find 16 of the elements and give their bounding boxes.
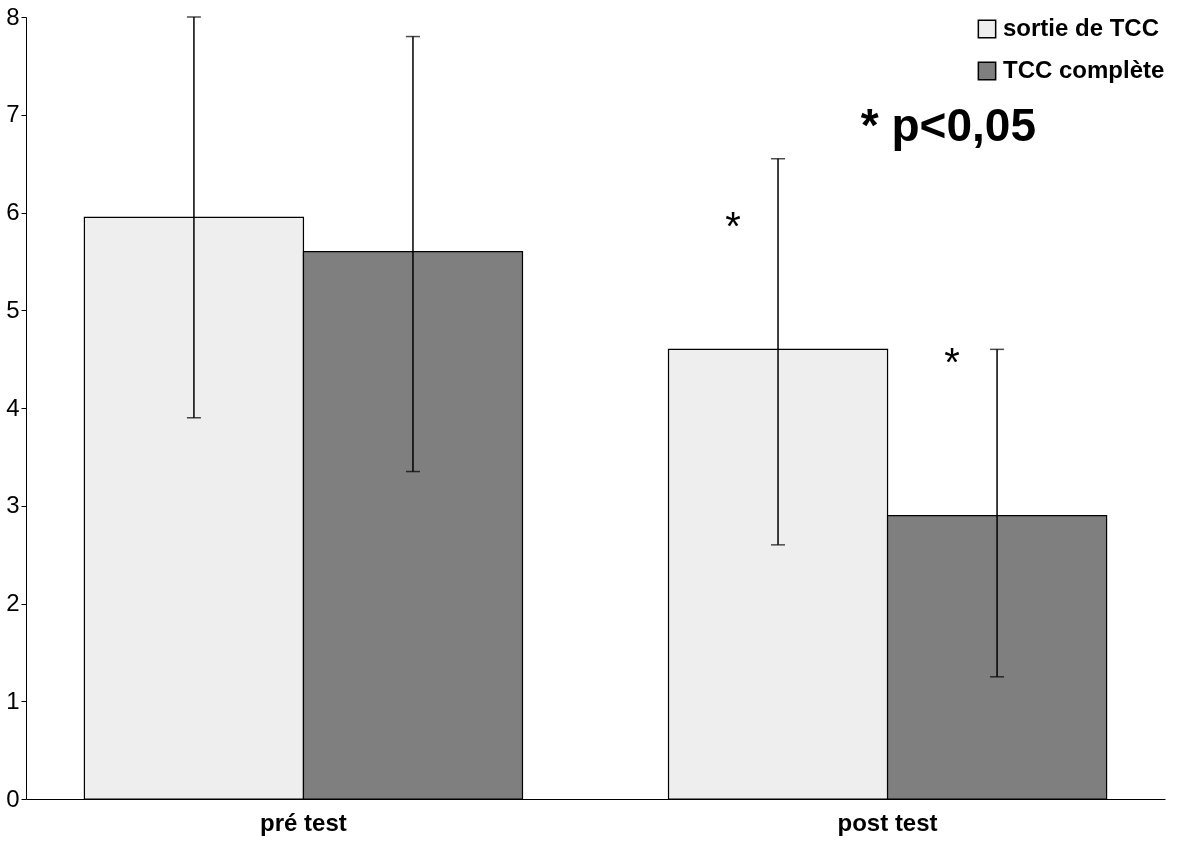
annotation: * p<0,05 <box>860 99 1036 151</box>
x-tick-label: pré test <box>260 808 347 836</box>
annotation: * <box>944 339 960 384</box>
y-tick-label: 0 <box>6 784 20 812</box>
y-tick-label: 7 <box>6 100 20 128</box>
annotation: * <box>725 203 741 248</box>
y-tick-label: 8 <box>6 2 20 30</box>
y-tick-label: 5 <box>6 295 20 323</box>
legend-label: TCC complète <box>1003 56 1165 83</box>
y-tick-label: 3 <box>6 491 20 519</box>
y-tick-label: 4 <box>6 393 20 421</box>
y-tick-label: 1 <box>6 686 20 714</box>
y-tick-label: 2 <box>6 589 20 616</box>
legend-label: sortie de TCC <box>1003 14 1160 41</box>
y-tick-label: 6 <box>6 198 20 225</box>
x-tick-label: post test <box>837 808 938 836</box>
